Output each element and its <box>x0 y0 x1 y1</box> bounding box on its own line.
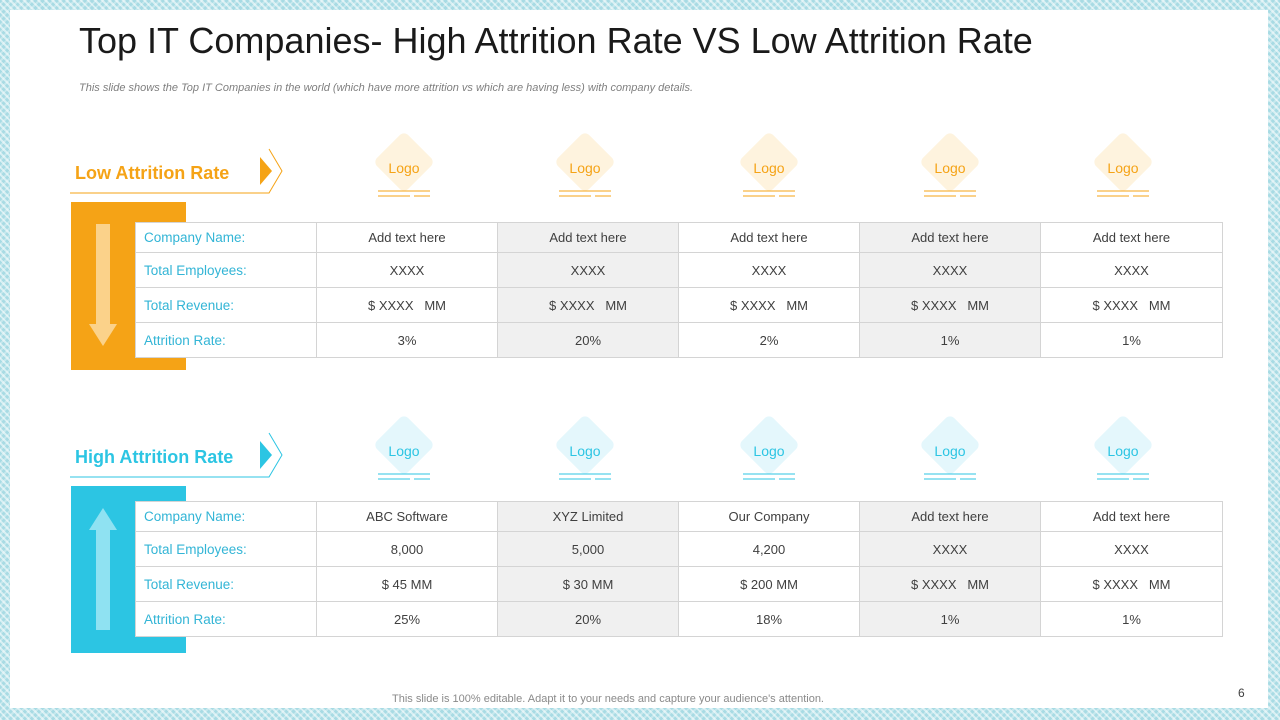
row-label: Total Revenue: <box>135 287 317 323</box>
company-logo: Logo <box>729 413 809 493</box>
page-title: Top IT Companies- High Attrition Rate VS… <box>79 20 1033 61</box>
table-cell: XYZ Limited <box>497 501 679 532</box>
table-cell: Add text here <box>497 222 679 253</box>
table-cell: $ XXXX MM <box>678 287 860 323</box>
low-label-chevron-icon <box>70 148 283 194</box>
company-logo: Logo <box>729 130 809 210</box>
logo-label: Logo <box>569 160 601 176</box>
logo-lines-icon <box>924 190 976 197</box>
table-cell: $ 45 MM <box>316 566 498 602</box>
logo-label: Logo <box>753 443 785 459</box>
table-cell: $ 30 MM <box>497 566 679 602</box>
logo-lines-icon <box>559 190 611 197</box>
table-cell: 2% <box>678 322 860 358</box>
logo-lines-icon <box>378 190 430 197</box>
company-logo: Logo <box>910 130 990 210</box>
high-attrition-label: High Attrition Rate <box>75 447 234 467</box>
logo-label: Logo <box>1107 443 1139 459</box>
logo-label: Logo <box>569 443 601 459</box>
row-label: Attrition Rate: <box>135 601 317 637</box>
table-cell: $ XXXX MM <box>1040 287 1223 323</box>
table-cell: $ 200 MM <box>678 566 860 602</box>
row-label: Attrition Rate: <box>135 322 317 358</box>
table-cell: XXXX <box>316 252 498 288</box>
table-cell: $ XXXX MM <box>316 287 498 323</box>
logo-label: Logo <box>934 160 966 176</box>
table-cell: Our Company <box>678 501 860 532</box>
table-cell: Add text here <box>859 501 1041 532</box>
slide: Top IT Companies- High Attrition Rate VS… <box>10 10 1268 708</box>
table-cell: 1% <box>859 601 1041 637</box>
table-row: Total Revenue: $ 45 MM $ 30 MM $ 200 MM … <box>135 566 1223 602</box>
logo-lines-icon <box>559 473 611 480</box>
company-logo: Logo <box>364 413 444 493</box>
table-cell: Add text here <box>316 222 498 253</box>
company-logo: Logo <box>1083 130 1163 210</box>
table-cell: Add text here <box>678 222 860 253</box>
logo-lines-icon <box>924 473 976 480</box>
table-cell: XXXX <box>859 531 1041 567</box>
logo-lines-icon <box>378 473 430 480</box>
logo-lines-icon <box>743 473 795 480</box>
company-logo: Logo <box>1083 413 1163 493</box>
table-cell: Add text here <box>859 222 1041 253</box>
table-cell: XXXX <box>859 252 1041 288</box>
logo-lines-icon <box>743 190 795 197</box>
table-cell: Add text here <box>1040 501 1223 532</box>
table-row: Company Name: ABC Software XYZ Limited O… <box>135 501 1223 532</box>
footer-note: This slide is 100% editable. Adapt it to… <box>392 693 824 705</box>
table-row: Total Employees: XXXX XXXX XXXX XXXX XXX… <box>135 252 1223 288</box>
table-cell: 1% <box>1040 601 1223 637</box>
table-cell: 1% <box>1040 322 1223 358</box>
table-cell: XXXX <box>1040 531 1223 567</box>
table-row: Attrition Rate: 25% 20% 18% 1% 1% <box>135 601 1223 637</box>
company-logo: Logo <box>545 130 625 210</box>
row-label: Total Revenue: <box>135 566 317 602</box>
low-attrition-label: Low Attrition Rate <box>75 163 230 183</box>
company-logo: Logo <box>545 413 625 493</box>
logo-label: Logo <box>1107 160 1139 176</box>
table-cell: 5,000 <box>497 531 679 567</box>
row-label: Company Name: <box>135 501 317 532</box>
table-cell: 20% <box>497 601 679 637</box>
table-row: Attrition Rate: 3% 20% 2% 1% 1% <box>135 322 1223 358</box>
table-cell: 1% <box>859 322 1041 358</box>
company-logo: Logo <box>910 413 990 493</box>
high-label-chevron-icon <box>70 432 283 478</box>
table-cell: XXXX <box>678 252 860 288</box>
arrow-down-icon <box>89 224 117 346</box>
logo-lines-icon <box>1097 190 1149 197</box>
row-label: Total Employees: <box>135 531 317 567</box>
table-cell: 20% <box>497 322 679 358</box>
table-row: Total Employees: 8,000 5,000 4,200 XXXX … <box>135 531 1223 567</box>
page-subtitle: This slide shows the Top IT Companies in… <box>79 82 694 94</box>
logo-lines-icon <box>1097 473 1149 480</box>
table-cell: 25% <box>316 601 498 637</box>
logo-label: Logo <box>934 443 966 459</box>
table-cell: ABC Software <box>316 501 498 532</box>
table-row: Company Name: Add text here Add text her… <box>135 222 1223 253</box>
table-cell: $ XXXX MM <box>497 287 679 323</box>
table-cell: Add text here <box>1040 222 1223 253</box>
arrow-up-icon <box>89 508 117 630</box>
table-cell: $ XXXX MM <box>859 566 1041 602</box>
table-cell: 4,200 <box>678 531 860 567</box>
row-label: Company Name: <box>135 222 317 253</box>
table-cell: XXXX <box>497 252 679 288</box>
table-cell: $ XXXX MM <box>859 287 1041 323</box>
table-cell: $ XXXX MM <box>1040 566 1223 602</box>
page-number: 6 <box>1238 686 1245 700</box>
table-cell: 3% <box>316 322 498 358</box>
table-cell: 8,000 <box>316 531 498 567</box>
table-row: Total Revenue: $ XXXX MM $ XXXX MM $ XXX… <box>135 287 1223 323</box>
high-attrition-table: Company Name: ABC Software XYZ Limited O… <box>135 501 1223 637</box>
low-attrition-table: Company Name: Add text here Add text her… <box>135 222 1223 358</box>
row-label: Total Employees: <box>135 252 317 288</box>
logo-label: Logo <box>388 443 420 459</box>
company-logo: Logo <box>364 130 444 210</box>
logo-label: Logo <box>388 160 420 176</box>
table-cell: XXXX <box>1040 252 1223 288</box>
table-cell: 18% <box>678 601 860 637</box>
logo-label: Logo <box>753 160 785 176</box>
